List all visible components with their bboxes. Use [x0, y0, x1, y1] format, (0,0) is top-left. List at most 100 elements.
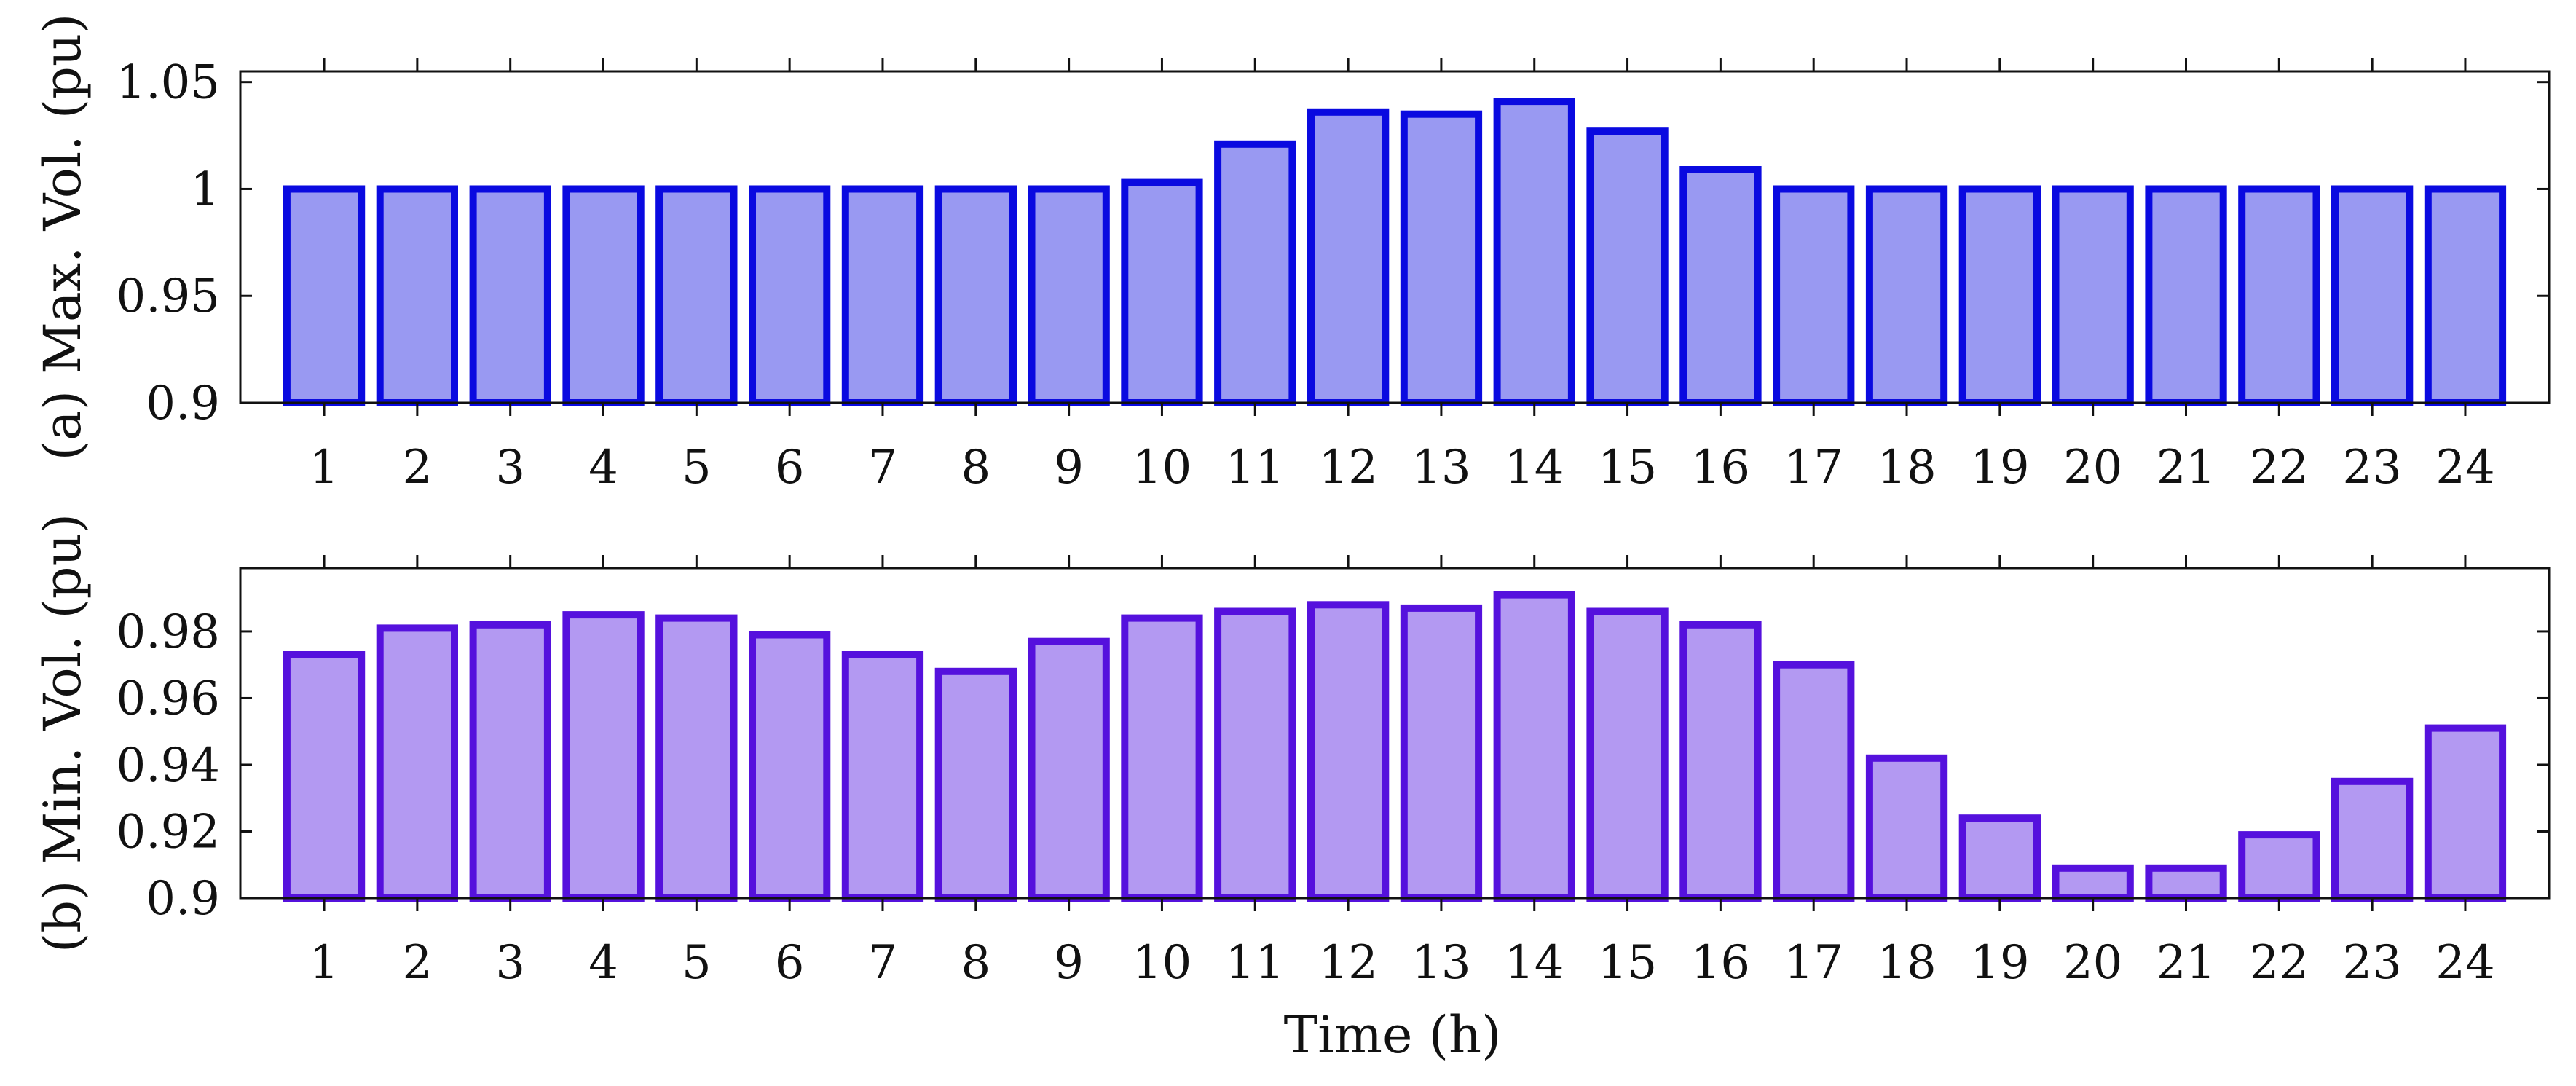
- y-tick-label-a: 0.9: [146, 377, 220, 430]
- y-axis-title-b: (b) Min. Vol. (pu): [33, 514, 92, 953]
- y-tick-label-b: 0.92: [117, 805, 221, 859]
- y-tick-label-a: 1.05: [117, 56, 221, 110]
- bar-a-11: [1214, 140, 1296, 407]
- x-tick-label-a: 22: [2250, 441, 2309, 495]
- y-tick-label-a: 1: [190, 162, 220, 216]
- bar-a-21: [2145, 185, 2227, 406]
- bar-a-17: [1773, 185, 1855, 406]
- bar-b-21: [2145, 864, 2227, 902]
- x-tick-label-b: 8: [961, 936, 990, 990]
- x-tick-label-b: 6: [775, 936, 805, 990]
- bar-b-1: [283, 651, 366, 902]
- bar-b-16: [1679, 621, 1762, 902]
- x-tick-label-a: 8: [961, 441, 990, 495]
- x-tick-label-a: 20: [2063, 441, 2122, 495]
- x-tick-label-a: 21: [2156, 441, 2215, 495]
- y-tick-label-b: 0.96: [117, 672, 221, 725]
- x-tick-label-a: 3: [495, 441, 525, 495]
- x-tick-label-a: 11: [1226, 441, 1285, 495]
- bar-b-22: [2238, 831, 2320, 902]
- bar-a-13: [1400, 110, 1483, 406]
- x-tick-label-b: 13: [1411, 936, 1470, 990]
- y-tick-label-b: 0.98: [117, 605, 221, 659]
- bar-a-3: [469, 185, 551, 406]
- panel-a-max-voltage: 1 2 3 4 5 6 7 8 9 10 11 12 13 14 15 16 17 18 19 20 21 22 23 240…: [33, 14, 2551, 495]
- y-axis-title-a: (a) Max. Vol. (pu): [33, 14, 92, 461]
- x-tick-label-a: 5: [682, 441, 712, 495]
- bar-b-15: [1586, 607, 1669, 902]
- bar-a-12: [1307, 108, 1390, 407]
- x-tick-label-a: 10: [1133, 441, 1192, 495]
- bar-b-7: [841, 651, 924, 902]
- x-tick-label-b: 22: [2250, 936, 2309, 990]
- axis-frame-b: [239, 567, 2551, 900]
- x-axis-title: Time (h): [1284, 1005, 1502, 1065]
- bar-b-6: [749, 631, 831, 902]
- x-tick-label-b: 5: [682, 936, 712, 990]
- y-tick-label-b: 0.9: [146, 872, 220, 926]
- x-tick-label-a: 6: [775, 441, 805, 495]
- x-tick-label-b: 23: [2342, 936, 2401, 990]
- bar-a-9: [1028, 185, 1110, 406]
- bar-a-16: [1679, 166, 1762, 406]
- x-tick-label-b: 20: [2063, 936, 2122, 990]
- x-tick-label-b: 15: [1598, 936, 1657, 990]
- bar-b-14: [1493, 591, 1575, 902]
- bar-b-23: [2331, 777, 2414, 902]
- x-tick-label-a: 15: [1598, 441, 1657, 495]
- bar-b-18: [1865, 754, 1948, 902]
- bar-a-14: [1493, 98, 1575, 406]
- x-tick-label-a: 7: [868, 441, 898, 495]
- bar-b-8: [934, 667, 1017, 902]
- x-tick-label-a: 1: [310, 441, 339, 495]
- bar-b-11: [1214, 607, 1296, 902]
- x-tick-label-a: 13: [1411, 441, 1470, 495]
- bar-a-7: [841, 185, 924, 406]
- bar-a-8: [934, 185, 1017, 406]
- bar-a-23: [2331, 185, 2414, 406]
- bar-a-10: [1121, 178, 1203, 406]
- bar-a-22: [2238, 185, 2320, 406]
- x-tick-label-b: 24: [2435, 936, 2494, 990]
- bar-a-20: [2052, 185, 2134, 406]
- bar-a-4: [562, 185, 645, 406]
- x-tick-label-a: 2: [403, 441, 433, 495]
- bar-a-2: [376, 185, 459, 406]
- bar-b-9: [1028, 637, 1110, 902]
- x-tick-label-b: 4: [588, 936, 618, 990]
- axis-frame-a: [239, 70, 2551, 404]
- x-tick-label-a: 23: [2342, 441, 2401, 495]
- panel-b-min-voltage: 1 2 3 4 5 6 7 8 9 10 11 12 13 14 15 16 17 18 19 20 21 22 23 240…: [33, 514, 2551, 990]
- bar-b-12: [1307, 601, 1390, 902]
- x-tick-label-a: 16: [1691, 441, 1750, 495]
- bar-b-17: [1773, 661, 1855, 902]
- bar-a-15: [1586, 127, 1669, 406]
- bar-b-20: [2052, 864, 2134, 902]
- bar-b-4: [562, 611, 645, 902]
- x-tick-label-a: 14: [1505, 441, 1564, 495]
- x-tick-label-a: 4: [588, 441, 618, 495]
- bar-a-6: [749, 185, 831, 406]
- bar-b-3: [469, 621, 551, 902]
- bar-b-19: [1958, 814, 2041, 902]
- x-tick-label-b: 19: [1970, 936, 2029, 990]
- x-tick-label-a: 19: [1970, 441, 2029, 495]
- x-tick-label-b: 16: [1691, 936, 1750, 990]
- x-tick-label-a: 9: [1054, 441, 1084, 495]
- x-tick-label-b: 11: [1226, 936, 1285, 990]
- bar-a-5: [655, 185, 738, 406]
- x-tick-label-b: 21: [2156, 936, 2215, 990]
- x-tick-label-b: 14: [1505, 936, 1564, 990]
- x-tick-label-b: 3: [495, 936, 525, 990]
- x-tick-label-b: 7: [868, 936, 898, 990]
- x-tick-label-b: 2: [403, 936, 433, 990]
- bar-a-24: [2424, 185, 2507, 406]
- x-tick-label-b: 12: [1318, 936, 1377, 990]
- x-tick-label-a: 12: [1318, 441, 1377, 495]
- x-tick-label-b: 1: [310, 936, 339, 990]
- x-tick-label-a: 17: [1784, 441, 1843, 495]
- bar-a-19: [1958, 185, 2041, 406]
- bar-b-24: [2424, 724, 2507, 902]
- bar-b-10: [1121, 614, 1203, 902]
- bar-b-13: [1400, 604, 1483, 902]
